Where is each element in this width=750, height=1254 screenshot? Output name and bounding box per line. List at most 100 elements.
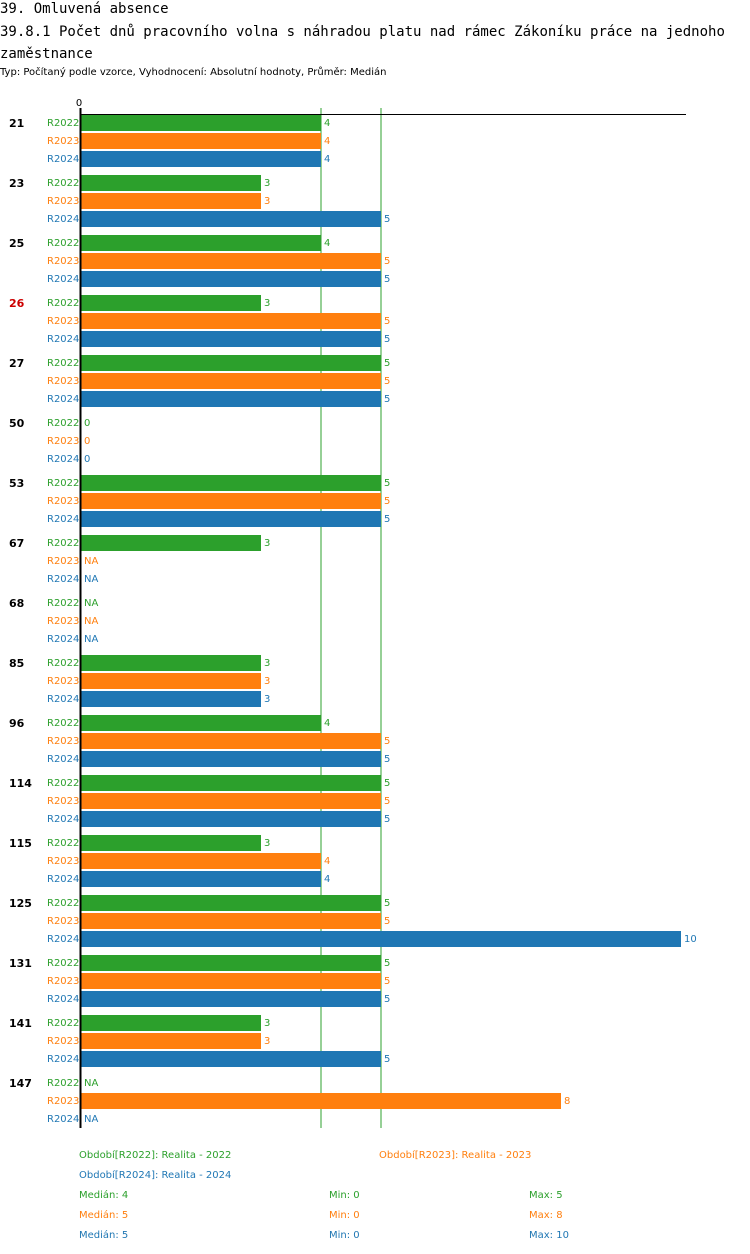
series-label-R2024: R2024: [47, 1114, 79, 1125]
series-label-R2022: R2022: [47, 238, 79, 249]
bar-21-R2023: [81, 133, 321, 149]
series-label-R2024: R2024: [47, 154, 79, 165]
bar-115-R2022: [81, 835, 261, 851]
series-label-R2022: R2022: [47, 958, 79, 969]
series-label-R2022: R2022: [47, 1018, 79, 1029]
value-label-96-R2022: 4: [324, 718, 330, 729]
value-label-25-R2023: 5: [384, 256, 390, 267]
value-label-25-R2022: 4: [324, 238, 330, 249]
bar-27-R2024: [81, 391, 381, 407]
value-label-23-R2022: 3: [264, 178, 270, 189]
legend-period-2023: Období[R2023]: Realita - 2023: [379, 1150, 532, 1161]
series-label-R2024: R2024: [47, 334, 79, 345]
value-label-131-R2024: 5: [384, 994, 390, 1005]
bar-114-R2024: [81, 811, 381, 827]
bar-96-R2024: [81, 751, 381, 767]
series-label-R2024: R2024: [47, 274, 79, 285]
category-label-85: 85: [9, 657, 24, 670]
value-label-26-R2023: 5: [384, 316, 390, 327]
series-label-R2024: R2024: [47, 934, 79, 945]
bar-114-R2022: [81, 775, 381, 791]
bar-131-R2022: [81, 955, 381, 971]
bar-114-R2023: [81, 793, 381, 809]
series-label-R2023: R2023: [47, 796, 79, 807]
series-label-R2022: R2022: [47, 718, 79, 729]
bar-27-R2023: [81, 373, 381, 389]
bar-53-R2022: [81, 475, 381, 491]
value-label-125-R2024: 10: [684, 934, 697, 945]
category-label-27: 27: [9, 357, 24, 370]
bar-26-R2024: [81, 331, 381, 347]
chart-title: 39.8.1 Počet dnů pracovního volna s náhr…: [0, 24, 725, 62]
series-label-R2022: R2022: [47, 778, 79, 789]
series-label-R2023: R2023: [47, 616, 79, 627]
value-label-115-R2024: 4: [324, 874, 330, 885]
category-label-23: 23: [9, 177, 24, 190]
bar-25-R2024: [81, 271, 381, 287]
category-label-114: 114: [9, 777, 32, 790]
bar-141-R2024: [81, 1051, 381, 1067]
series-label-R2023: R2023: [47, 916, 79, 927]
min-2024: Min: 0: [329, 1230, 360, 1241]
category-label-50: 50: [9, 417, 25, 430]
value-label-114-R2022: 5: [384, 778, 390, 789]
bar-26-R2023: [81, 313, 381, 329]
bar-85-R2022: [81, 655, 261, 671]
series-label-R2024: R2024: [47, 214, 79, 225]
bar-147-R2023: [81, 1093, 561, 1109]
median-2022: Medián: 4: [79, 1190, 129, 1201]
legend-period-2022: Období[R2022]: Realita - 2022: [79, 1150, 232, 1161]
max-2023: Max: 8: [529, 1210, 563, 1221]
series-label-R2024: R2024: [47, 754, 79, 765]
bar-53-R2024: [81, 511, 381, 527]
page-title: 39. Omluvená absence: [0, 1, 169, 17]
median-2023: Medián: 5: [79, 1210, 129, 1221]
series-label-R2023: R2023: [47, 256, 79, 267]
value-label-21-R2022: 4: [324, 118, 330, 129]
series-label-R2022: R2022: [47, 658, 79, 669]
value-label-141-R2023: 3: [264, 1036, 270, 1047]
value-label-53-R2023: 5: [384, 496, 390, 507]
value-label-141-R2022: 3: [264, 1018, 270, 1029]
value-label-27-R2023: 5: [384, 376, 390, 387]
legend-period-2024: Období[R2024]: Realita - 2024: [79, 1170, 232, 1181]
category-label-96: 96: [9, 717, 25, 730]
series-label-R2024: R2024: [47, 454, 79, 465]
category-label-141: 141: [9, 1017, 32, 1030]
value-label-50-R2024: 0: [84, 454, 90, 465]
x-axis-zero-label: 0: [76, 98, 82, 109]
category-label-21: 21: [9, 117, 24, 130]
value-label-125-R2023: 5: [384, 916, 390, 927]
value-label-115-R2022: 3: [264, 838, 270, 849]
category-label-53: 53: [9, 477, 24, 490]
value-label-96-R2024: 5: [384, 754, 390, 765]
bar-21-R2024: [81, 151, 321, 167]
bar-131-R2024: [81, 991, 381, 1007]
category-label-68: 68: [9, 597, 24, 610]
value-label-68-R2022: NA: [84, 598, 98, 609]
bar-115-R2023: [81, 853, 321, 869]
value-label-141-R2024: 5: [384, 1054, 390, 1065]
bar-141-R2022: [81, 1015, 261, 1031]
series-label-R2024: R2024: [47, 874, 79, 885]
value-label-85-R2023: 3: [264, 676, 270, 687]
series-label-R2022: R2022: [47, 358, 79, 369]
bar-27-R2022: [81, 355, 381, 371]
category-label-26: 26: [9, 297, 25, 310]
value-label-85-R2024: 3: [264, 694, 270, 705]
category-label-131: 131: [9, 957, 32, 970]
bar-23-R2023: [81, 193, 261, 209]
value-label-147-R2022: NA: [84, 1078, 98, 1089]
value-label-131-R2022: 5: [384, 958, 390, 969]
series-label-R2023: R2023: [47, 136, 79, 147]
series-label-R2023: R2023: [47, 676, 79, 687]
min-2023: Min: 0: [329, 1210, 360, 1221]
series-label-R2024: R2024: [47, 814, 79, 825]
value-label-21-R2024: 4: [324, 154, 330, 165]
bar-85-R2023: [81, 673, 261, 689]
bar-26-R2022: [81, 295, 261, 311]
value-label-27-R2022: 5: [384, 358, 390, 369]
value-label-115-R2023: 4: [324, 856, 330, 867]
category-label-147: 147: [9, 1077, 32, 1090]
